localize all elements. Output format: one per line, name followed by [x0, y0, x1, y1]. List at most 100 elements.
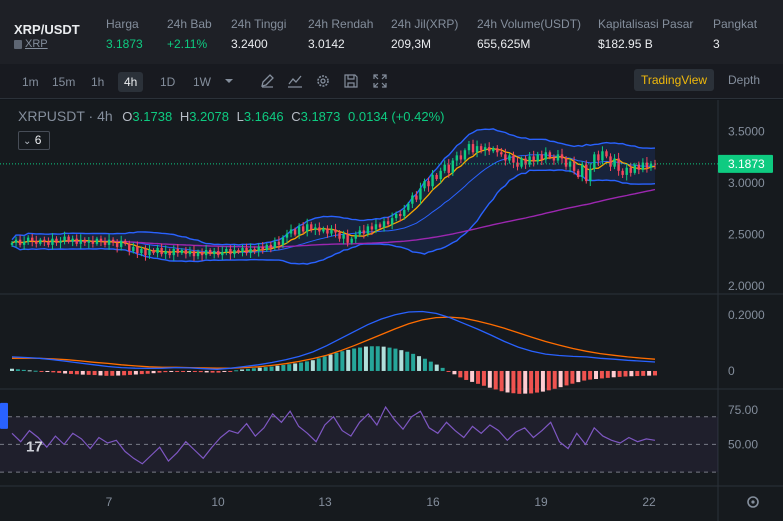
candle	[394, 214, 398, 219]
macd-tick-label: 0.2000	[728, 308, 765, 322]
chart-area[interactable]: 17 3.1873 3.5000 3.0000 2.5000 2.0000 0.2000 0…	[0, 100, 783, 521]
macd-histogram-bar	[139, 370, 144, 375]
indicator-count: 6	[34, 133, 42, 147]
macd-histogram-bar	[181, 370, 186, 372]
candle	[597, 154, 600, 161]
candle	[310, 224, 313, 230]
settings-icon[interactable]	[747, 496, 759, 508]
candle	[107, 239, 111, 245]
candle	[233, 250, 236, 255]
chevron-down-icon: ⌄	[23, 136, 32, 147]
candle	[71, 238, 74, 242]
candle	[225, 248, 228, 253]
macd-histogram-bar	[334, 352, 339, 371]
candle	[354, 234, 357, 239]
depth-button[interactable]: Depth	[728, 73, 761, 87]
macd-histogram-bar	[594, 370, 599, 380]
candle	[221, 252, 224, 256]
macd-histogram-bar	[517, 370, 522, 394]
candle	[633, 164, 636, 173]
timeframe-1w[interactable]: 1W	[193, 75, 211, 89]
macd-histogram-bar	[51, 370, 56, 373]
candle	[386, 221, 390, 225]
timeframe-1d[interactable]: 1D	[160, 75, 176, 89]
macd-histogram-bar	[476, 370, 481, 384]
pair-name[interactable]: XRP/USDT	[14, 22, 80, 37]
candle	[451, 160, 455, 173]
timeframe-1m[interactable]: 1m	[22, 75, 39, 89]
timeframe-1h[interactable]: 1h	[91, 75, 105, 89]
settings-icon-dot	[751, 500, 755, 504]
candle	[508, 155, 511, 161]
candle	[164, 251, 167, 255]
candle	[593, 154, 596, 169]
ohlc-legend: XRPUSDT · 4h O3.1738 H3.2078 L3.1646 C3.…	[18, 108, 444, 124]
macd-histogram-bar	[393, 348, 398, 371]
macd-histogram-bar	[240, 369, 245, 371]
macd-histogram-bar	[33, 370, 38, 372]
stat-market-cap: Kapitalisasi Pasar $182.95 B	[598, 17, 693, 51]
base-asset-link[interactable]: XRP	[25, 38, 48, 50]
save-icon[interactable]	[342, 72, 360, 90]
macd-histogram-bar	[275, 365, 280, 371]
candle	[358, 230, 361, 235]
timeframe-4h[interactable]: 4h	[118, 72, 144, 92]
candle	[281, 237, 285, 245]
candle	[447, 164, 450, 173]
macd-histogram-bar	[629, 370, 634, 377]
legend-symbol: XRPUSDT · 4h	[18, 108, 113, 124]
ma-short-line	[11, 147, 656, 255]
macd-histogram-bar	[440, 367, 445, 371]
candle	[362, 230, 366, 234]
gear-icon[interactable]	[314, 72, 332, 90]
legend-high-key: H	[179, 109, 190, 124]
stat-label: Harga	[106, 17, 139, 31]
macd-histogram-bar	[310, 360, 315, 371]
macd-histogram-bar	[623, 370, 628, 377]
stat-24h-low: 24h Rendah 3.0142	[308, 17, 373, 51]
line-chart-icon[interactable]	[286, 72, 304, 90]
indicator-toggle[interactable]: ⌄ 6	[18, 131, 50, 150]
macd-histogram-bar	[45, 370, 50, 372]
macd-histogram-bar	[499, 370, 504, 392]
stat-24h-volume-quote: 24h Volume(USDT) 655,625M	[477, 17, 581, 51]
tradingview-button[interactable]: TradingView	[634, 69, 715, 91]
candle	[314, 227, 317, 230]
macd-histogram-bar	[481, 370, 486, 386]
macd-histogram-bar	[15, 369, 20, 371]
stat-price: Harga 3.1873	[106, 17, 143, 51]
timeframe-15m[interactable]: 15m	[52, 75, 76, 89]
chart-canvas[interactable]: 17 3.1873 3.5000 3.0000 2.5000 2.0000 0.2000 0…	[0, 100, 783, 521]
macd-histogram-bar	[617, 370, 622, 377]
stat-rank: Pangkat 3	[713, 17, 757, 51]
macd-histogram-bar	[399, 350, 404, 371]
candle	[51, 238, 54, 245]
macd-histogram-bar	[328, 354, 333, 371]
macd-histogram-bar	[558, 370, 563, 388]
stat-value: +2.11%	[167, 37, 208, 51]
candle	[403, 209, 406, 217]
candle	[585, 164, 588, 182]
macd-histogram-bar	[540, 370, 545, 392]
macd-histogram-bar	[434, 364, 439, 371]
candle	[483, 147, 487, 151]
candle	[144, 248, 147, 256]
candle	[338, 232, 341, 239]
macd-histogram-bar	[505, 370, 510, 393]
macd-histogram-bar	[251, 368, 256, 371]
coin-info-icon	[14, 40, 22, 49]
price-tick-label: 3.5000	[728, 125, 765, 139]
chevron-down-icon[interactable]	[220, 72, 238, 90]
expand-icon[interactable]	[371, 72, 389, 90]
macd-histogram-bar	[210, 370, 215, 373]
candle	[637, 164, 641, 170]
candle	[208, 250, 212, 255]
candle	[613, 158, 616, 167]
pencil-icon[interactable]	[258, 72, 276, 90]
candle	[621, 170, 624, 175]
candle	[322, 228, 325, 232]
candle	[390, 218, 394, 225]
macd-histogram-bar	[546, 370, 551, 391]
stat-24h-change: 24h Bab +2.11%	[167, 17, 212, 51]
macd-histogram-bar	[363, 346, 368, 371]
